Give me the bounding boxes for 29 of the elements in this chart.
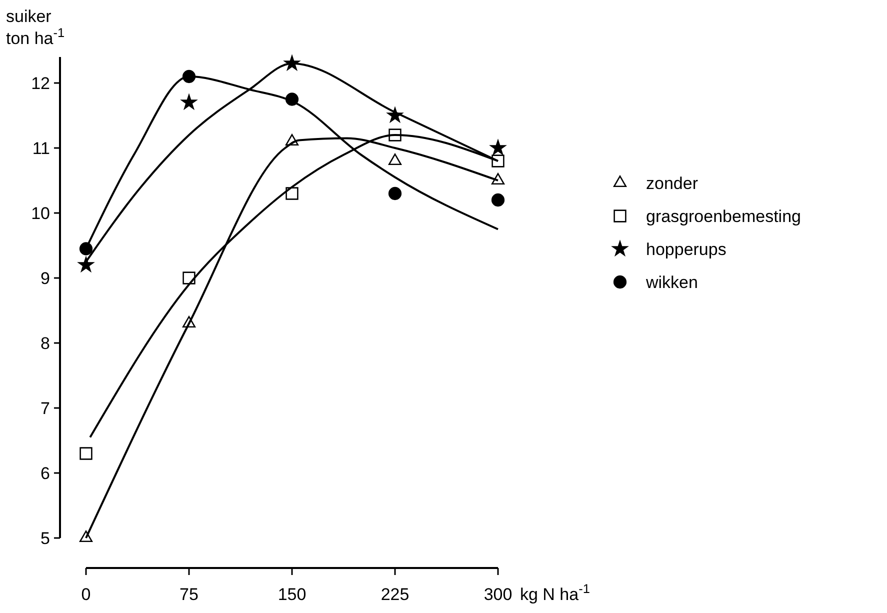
y-tick-label: 9 bbox=[40, 268, 50, 288]
y-tick-label: 6 bbox=[40, 464, 50, 483]
y-tick-label: 8 bbox=[40, 334, 50, 353]
y-tick-label: 11 bbox=[32, 138, 50, 158]
point bbox=[286, 187, 298, 200]
x-tick-label: 75 bbox=[180, 585, 198, 604]
legend-label: grasgroenbemesting bbox=[646, 206, 801, 226]
point bbox=[388, 186, 402, 200]
y-tick-label: 7 bbox=[40, 398, 50, 418]
x-axis-title: kg N ha$^{-1}$ bbox=[520, 580, 590, 604]
y-axis-title: suiker ton ha$^{-1}$ bbox=[6, 7, 65, 48]
y-tick-label: 10 bbox=[31, 204, 50, 223]
x-tick-label: 150 bbox=[278, 585, 306, 604]
point bbox=[181, 94, 197, 110]
x-tick-label: 225 bbox=[380, 585, 410, 604]
legend-label: zonder bbox=[646, 174, 698, 193]
point bbox=[80, 447, 92, 460]
point bbox=[388, 154, 402, 166]
point bbox=[78, 257, 94, 272]
point bbox=[387, 108, 403, 122]
point bbox=[79, 242, 93, 256]
legend-label: wikken bbox=[645, 272, 698, 292]
point bbox=[491, 193, 505, 207]
legend-label: hopperups bbox=[646, 240, 726, 259]
x-tick-label: 300 bbox=[484, 585, 512, 604]
y-tick-label: 5 bbox=[40, 528, 50, 548]
x-tick-label: 0 bbox=[81, 585, 91, 604]
point bbox=[490, 140, 506, 155]
y-tick-label: 12 bbox=[31, 74, 50, 93]
